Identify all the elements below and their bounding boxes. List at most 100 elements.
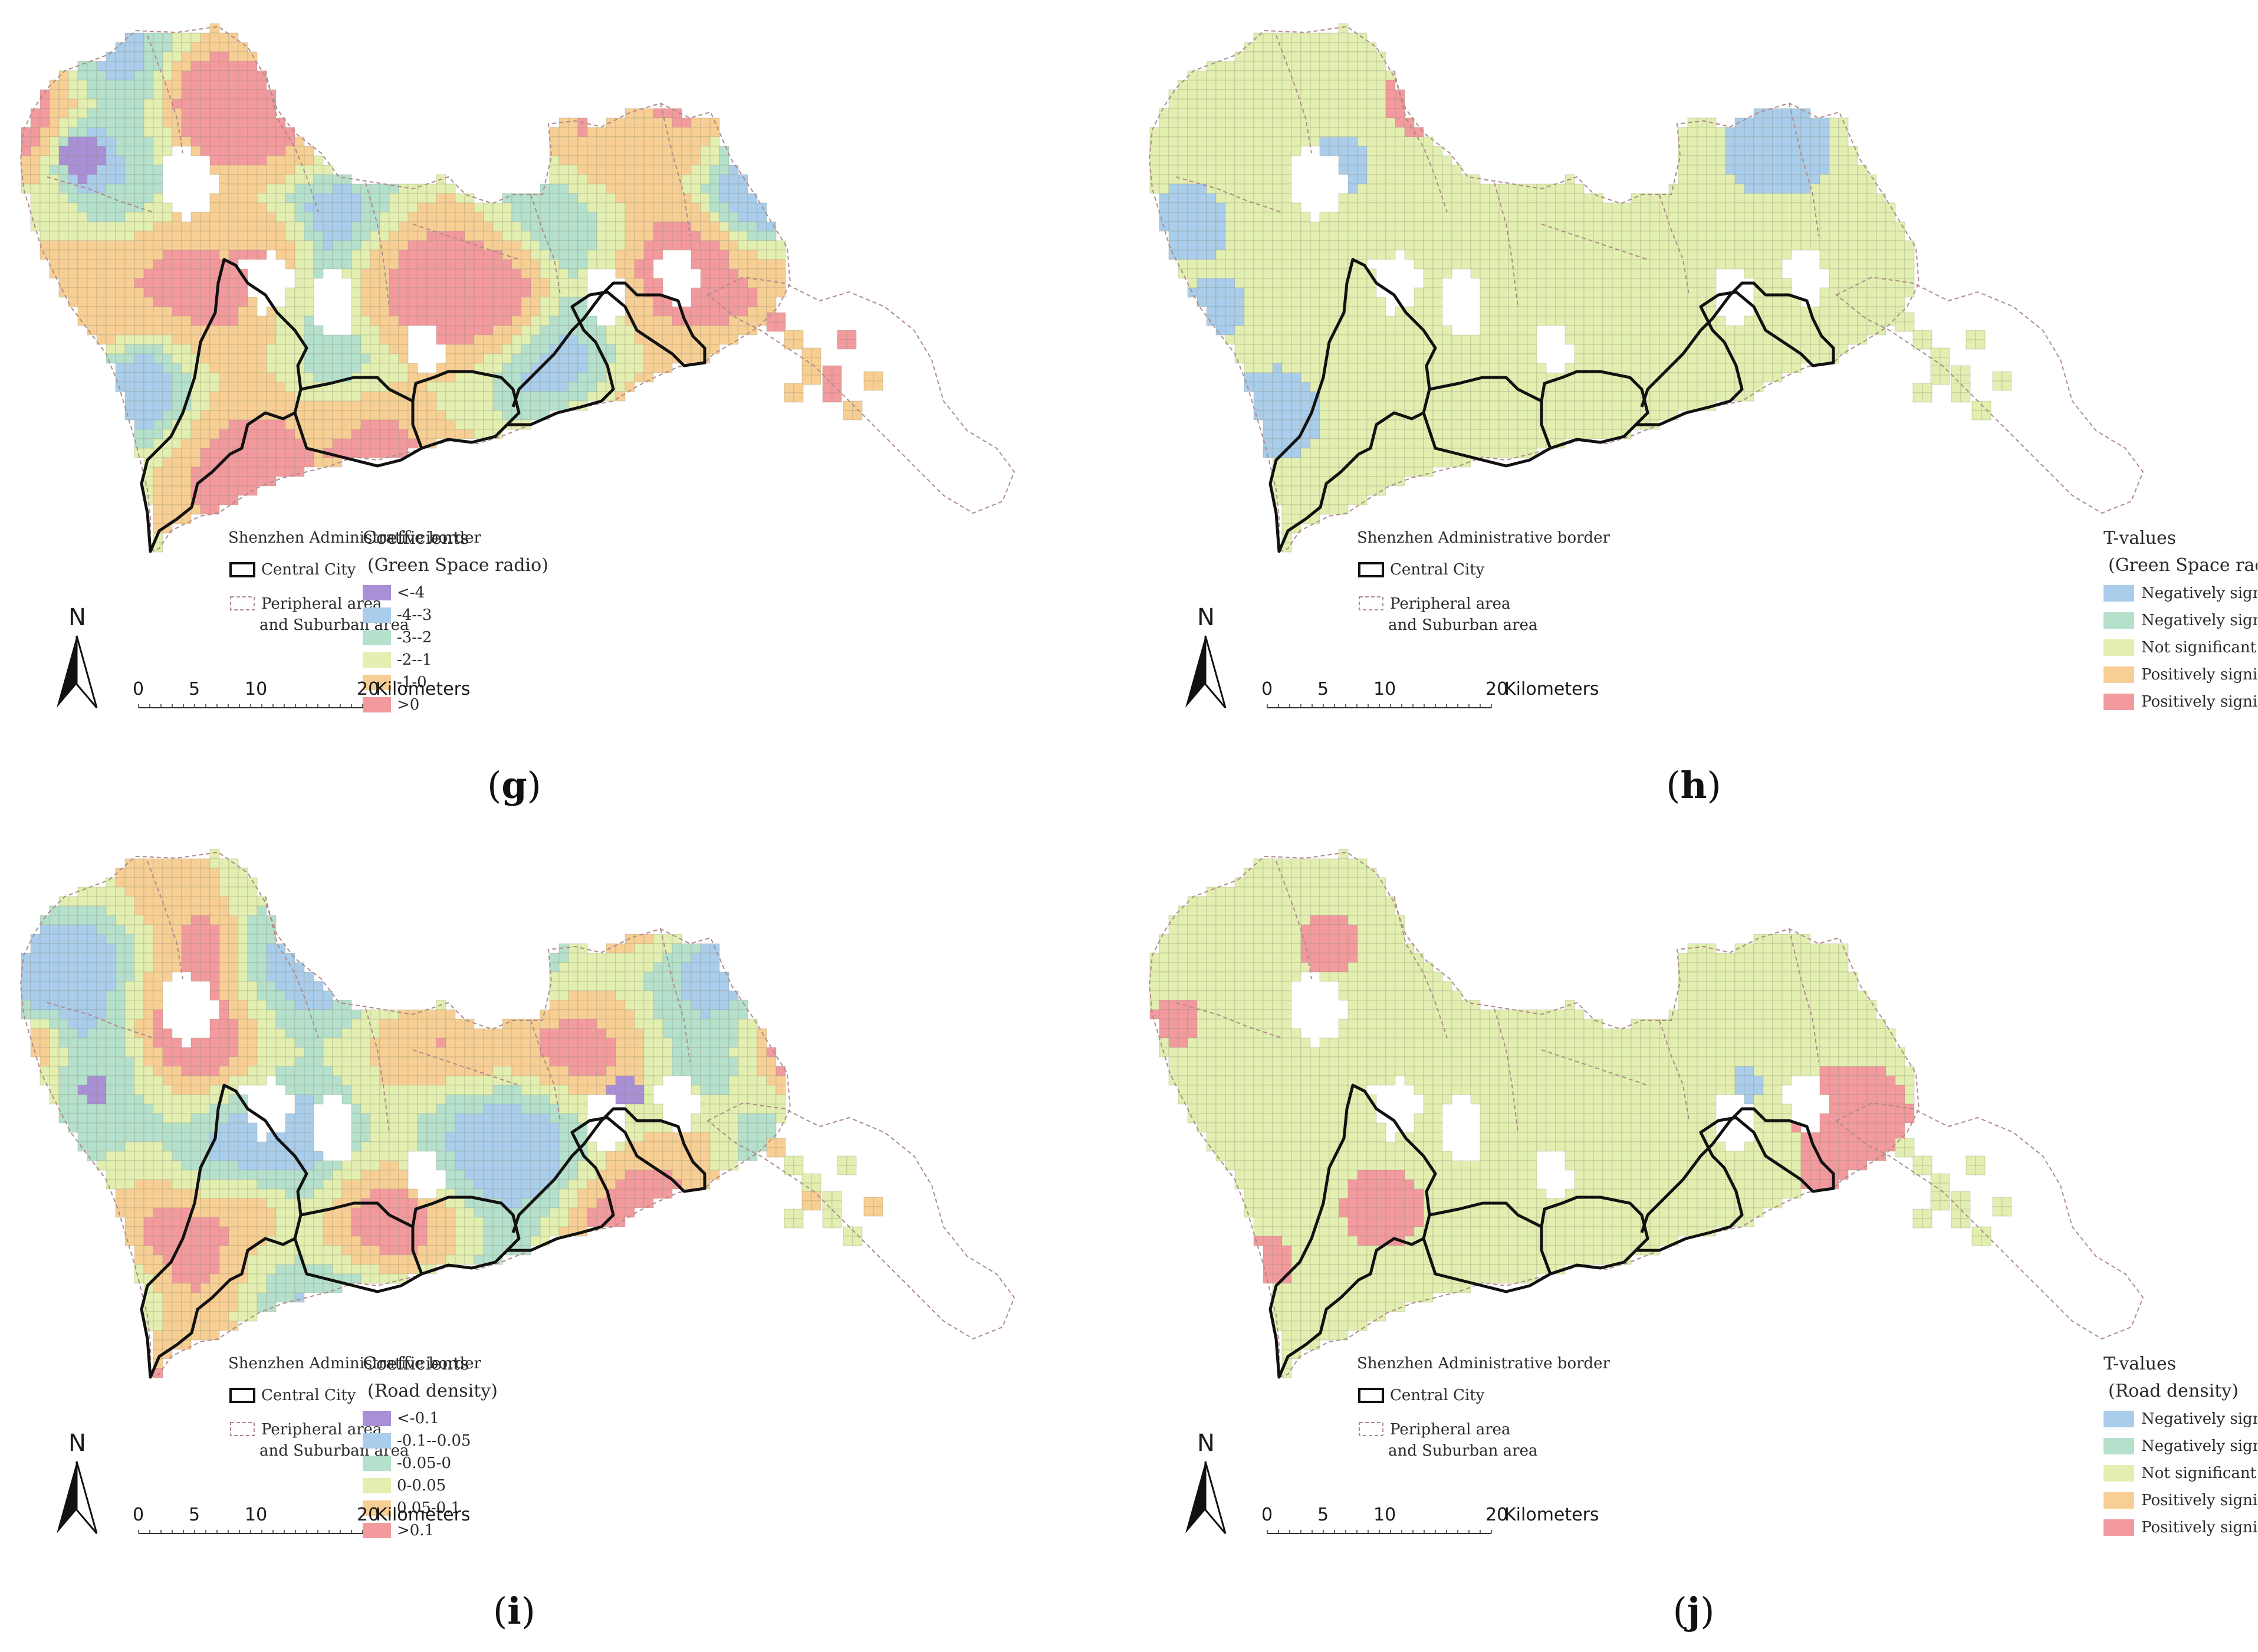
grid-cell bbox=[1480, 419, 1490, 430]
grid-cell bbox=[1319, 127, 1330, 137]
grid-cell bbox=[228, 886, 239, 897]
grid-cell bbox=[77, 240, 88, 251]
grid-cell bbox=[49, 202, 60, 213]
grid-cell bbox=[115, 174, 126, 185]
grid-cell bbox=[1583, 240, 1594, 251]
grid-cell bbox=[1848, 249, 1858, 260]
grid-cell bbox=[1385, 325, 1396, 336]
grid-cell bbox=[172, 467, 182, 477]
grid-cell bbox=[134, 70, 144, 81]
grid-cell bbox=[691, 136, 701, 147]
grid-cell bbox=[106, 353, 116, 364]
grid-cell bbox=[1215, 231, 1226, 241]
grid-cell bbox=[370, 382, 380, 392]
grid-cell bbox=[1178, 165, 1188, 175]
grid-cell bbox=[615, 334, 626, 345]
grid-cell bbox=[1876, 297, 1886, 307]
grid-cell bbox=[1442, 457, 1452, 468]
grid-cell bbox=[1904, 240, 1915, 251]
grid-cell bbox=[1744, 193, 1754, 203]
grid-cell bbox=[219, 372, 229, 383]
grid-cell bbox=[1810, 165, 1820, 175]
grid-cell bbox=[1291, 306, 1301, 317]
grid-cell bbox=[172, 70, 182, 81]
grid-cell bbox=[831, 392, 842, 403]
grid-cell bbox=[1291, 504, 1301, 515]
grid-cell bbox=[634, 306, 645, 317]
grid-cell bbox=[1423, 155, 1434, 166]
grid-cell bbox=[370, 353, 380, 364]
grid-cell bbox=[1263, 419, 1273, 430]
grid-cell bbox=[143, 268, 154, 279]
grid-cell bbox=[219, 438, 229, 449]
grid-cell bbox=[407, 240, 418, 251]
grid-cell bbox=[1442, 165, 1452, 175]
grid-cell bbox=[1480, 438, 1490, 449]
grid-cell bbox=[1697, 391, 1707, 402]
grid-cell bbox=[219, 32, 229, 43]
grid-cell bbox=[1706, 249, 1717, 260]
grid-cell bbox=[1442, 410, 1452, 421]
grid-cell bbox=[1442, 174, 1452, 185]
grid-cell bbox=[228, 877, 239, 888]
grid-cell bbox=[1300, 448, 1311, 458]
grid-cell bbox=[1319, 268, 1330, 279]
grid-cell bbox=[87, 259, 97, 270]
grid-cell bbox=[1734, 136, 1745, 147]
grid-cell bbox=[1498, 249, 1509, 260]
grid-cell bbox=[728, 202, 739, 213]
north-arrow-icon bbox=[57, 636, 77, 708]
grid-cell bbox=[1310, 249, 1320, 260]
grid-cell bbox=[238, 136, 248, 147]
grid-cell bbox=[143, 344, 154, 354]
grid-cell bbox=[1772, 240, 1783, 251]
grid-cell bbox=[436, 249, 446, 260]
grid-cell bbox=[134, 382, 144, 392]
grid-cell bbox=[1338, 429, 1349, 439]
grid-cell bbox=[1319, 98, 1330, 109]
grid-cell bbox=[445, 372, 456, 383]
grid-cell bbox=[1234, 127, 1245, 137]
grid-cell bbox=[1857, 193, 1868, 203]
grid-cell bbox=[587, 316, 597, 326]
grid-cell bbox=[1649, 268, 1660, 279]
grid-cell bbox=[1178, 240, 1188, 251]
grid-cell bbox=[643, 146, 654, 156]
grid-cell bbox=[1451, 183, 1462, 194]
grid-cell bbox=[577, 127, 588, 137]
grid-cell bbox=[1225, 306, 1235, 317]
grid-cell bbox=[634, 127, 645, 137]
grid-cell bbox=[1498, 382, 1509, 392]
grid-cell bbox=[77, 108, 88, 119]
grid-cell bbox=[1300, 117, 1311, 128]
grid-cell bbox=[124, 117, 135, 128]
grid-cell bbox=[1168, 240, 1179, 251]
grid-cell bbox=[143, 316, 154, 326]
grid-cell bbox=[313, 268, 324, 279]
grid-cell bbox=[1640, 297, 1651, 307]
grid-cell bbox=[455, 240, 465, 251]
grid-cell bbox=[511, 297, 522, 307]
grid-cell bbox=[1706, 240, 1717, 251]
grid-cell bbox=[1715, 344, 1726, 354]
grid-cell bbox=[275, 429, 286, 439]
grid-cell bbox=[115, 268, 126, 279]
grid-cell bbox=[793, 339, 804, 350]
grid-cell bbox=[77, 70, 88, 81]
grid-cell bbox=[1215, 174, 1226, 185]
grid-cell bbox=[351, 231, 361, 241]
grid-cell bbox=[58, 165, 69, 175]
grid-cell bbox=[115, 70, 126, 81]
grid-cell bbox=[738, 221, 748, 232]
grid-cell bbox=[1451, 212, 1462, 222]
grid-cell bbox=[1300, 212, 1311, 222]
grid-cell bbox=[1272, 117, 1283, 128]
grid-cell bbox=[247, 136, 258, 147]
grid-cell bbox=[40, 212, 50, 222]
grid-cell bbox=[1376, 231, 1386, 241]
grid-cell bbox=[502, 363, 512, 373]
grid-cell bbox=[1895, 240, 1905, 251]
grid-cell bbox=[1517, 193, 1528, 203]
grid-cell bbox=[417, 391, 428, 402]
grid-cell bbox=[1885, 202, 1896, 213]
